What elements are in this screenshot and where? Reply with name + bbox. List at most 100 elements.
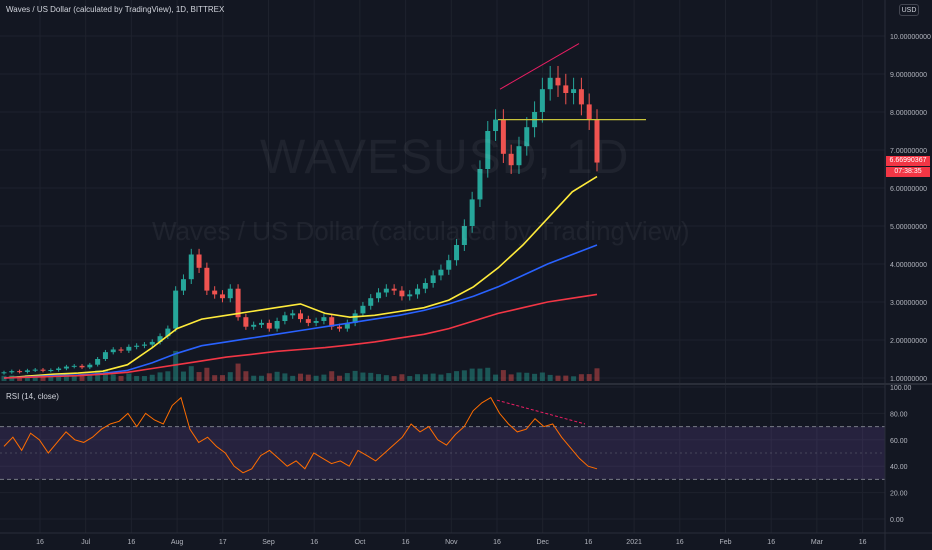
candle-body — [56, 368, 62, 371]
candle-body — [360, 305, 366, 314]
volume-bar — [477, 368, 483, 381]
volume-bar — [290, 375, 296, 381]
candle-body — [24, 370, 30, 372]
volume-bar — [71, 376, 77, 381]
candle-body — [422, 283, 428, 289]
candlesticks — [1, 65, 600, 375]
rsi-tick-label: 20.00 — [890, 491, 908, 498]
candle-body — [438, 269, 444, 276]
candle-body — [79, 365, 85, 368]
price-tick-label: 2.00000000 — [890, 338, 927, 345]
candle-body — [251, 324, 257, 327]
candle-body — [274, 321, 280, 329]
volume-bar — [493, 374, 499, 381]
volume-bar — [508, 374, 514, 381]
volume-bar — [422, 374, 428, 381]
candle-body — [524, 127, 530, 147]
candle-body — [87, 364, 93, 368]
volume-bar — [79, 375, 85, 381]
price-divergence-line — [499, 43, 580, 90]
volume-bar — [266, 373, 272, 381]
volume-bar — [282, 373, 288, 381]
volume-bar — [40, 375, 46, 381]
candle-body — [95, 359, 101, 365]
time-tick-label: Dec — [536, 539, 549, 546]
volume-bar — [173, 350, 179, 381]
candle-body — [63, 366, 69, 369]
countdown-tag: 07:38:35 — [886, 167, 930, 177]
candle-body — [227, 288, 233, 299]
candle-body — [40, 369, 46, 371]
candle-body — [212, 290, 218, 295]
candle-body — [188, 254, 194, 280]
price-tick-label: 4.00000000 — [890, 262, 927, 269]
volume-bar — [258, 375, 264, 381]
volume-bar — [305, 374, 311, 381]
candle-body — [235, 288, 241, 318]
volume-bar — [438, 374, 444, 381]
volume-bar — [235, 363, 241, 381]
candle-body — [48, 370, 54, 372]
rsi-tick-label: 0.00 — [890, 517, 904, 524]
time-tick-label: 16 — [402, 539, 410, 546]
time-tick-label: 16 — [310, 539, 318, 546]
candle-body — [329, 317, 335, 327]
price-axis[interactable]: 10.00000000 9.00000000 8.00000000 7.0000000… — [890, 34, 931, 383]
time-tick-label: Aug — [171, 539, 184, 546]
price-tick-label: 1.00000000 — [890, 376, 927, 383]
time-tick-label: 17 — [219, 539, 227, 546]
candle-body — [454, 245, 460, 261]
candle-body — [157, 336, 163, 342]
candle-body — [508, 153, 514, 166]
time-tick-label: 16 — [36, 539, 44, 546]
volume-bar — [376, 374, 382, 381]
time-tick-label: Nov — [445, 539, 458, 546]
candle-body — [110, 349, 116, 353]
candle-body — [173, 290, 179, 329]
drawings — [498, 43, 646, 121]
currency-button[interactable]: USD — [899, 4, 919, 16]
volume-bar — [204, 367, 210, 381]
candle-body — [196, 254, 202, 268]
volume-bar — [251, 375, 257, 381]
time-axis[interactable]: 16 Jul 16 Aug 17 Sep 16 Oct 16 Nov 16 Dec 16 2021 16 Fe… — [36, 539, 866, 546]
watermark-description: Waves / US Dollar (calculated by Trading… — [152, 216, 690, 246]
candle-body — [258, 322, 264, 325]
candle-body — [17, 371, 23, 373]
volume-bar — [337, 375, 343, 381]
candle-body — [282, 315, 288, 321]
rsi-title: RSI (14, close) — [6, 392, 59, 401]
candle-body — [102, 352, 108, 359]
volume-bar — [391, 376, 397, 381]
time-tick-label: 16 — [676, 539, 684, 546]
candle-body — [493, 119, 499, 131]
volume-bar — [188, 366, 194, 381]
volume-bar — [63, 374, 69, 381]
candle-body — [578, 89, 584, 105]
candle-body — [539, 89, 545, 112]
volume-bar — [399, 374, 405, 381]
volume-bar — [454, 371, 460, 381]
volume-bar — [95, 370, 101, 381]
volume-bar — [594, 368, 600, 381]
candle-body — [399, 290, 405, 297]
volume-bar — [469, 368, 475, 381]
volume-bar — [578, 374, 584, 381]
candle-body — [344, 322, 350, 329]
ma-fast-line — [3, 175, 598, 379]
candle-body — [141, 344, 147, 346]
time-tick-label: Oct — [354, 539, 365, 546]
candle-body — [407, 294, 413, 297]
rsi-axis[interactable]: 100.00 80.00 60.00 40.00 20.00 0.00 — [890, 385, 912, 524]
rsi-tick-label: 80.00 — [890, 411, 908, 418]
price-tick-label: 9.00000000 — [890, 72, 927, 79]
volume-bar — [344, 373, 350, 381]
candle-body — [71, 365, 77, 367]
chart-title: Waves / US Dollar (calculated by Trading… — [6, 5, 225, 14]
time-tick-label: 16 — [128, 539, 136, 546]
candle-body — [219, 294, 225, 299]
candle-body — [391, 288, 397, 291]
rsi-line — [3, 396, 598, 474]
candle-body — [430, 275, 436, 283]
